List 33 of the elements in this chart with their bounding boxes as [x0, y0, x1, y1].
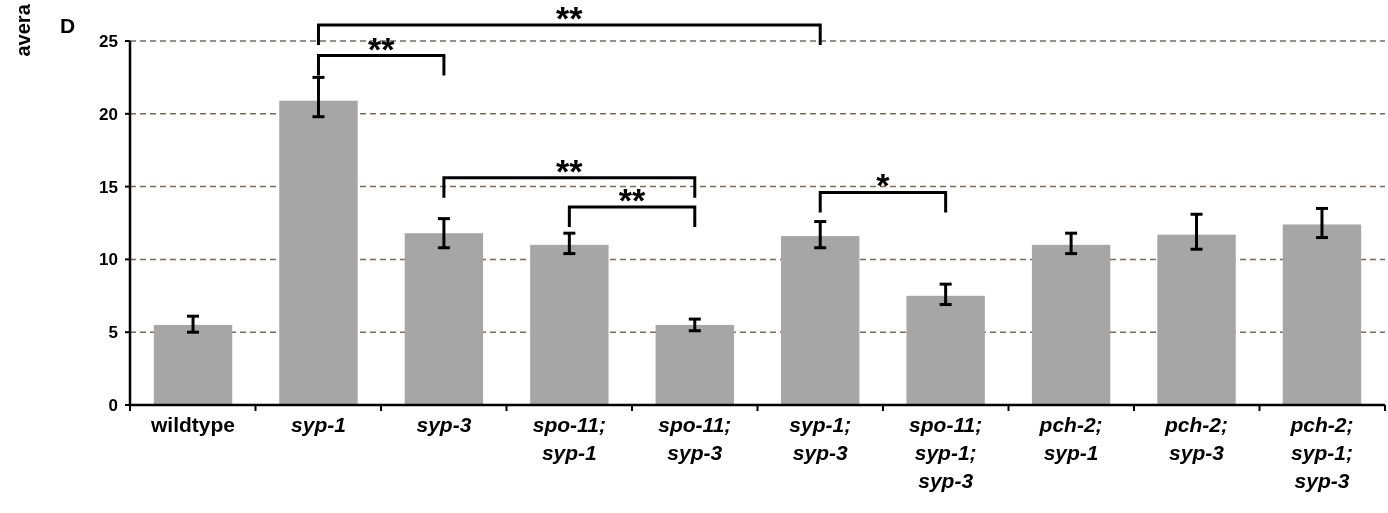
x-tick-label: spo-11; syp-3	[658, 413, 732, 464]
y-axis-title: avera	[12, 3, 34, 57]
bar	[153, 324, 233, 405]
x-tick-label: syp-1; syp-3	[789, 413, 852, 464]
y-tick-label: 5	[108, 323, 118, 343]
x-tick-label: spo-11; syp-1; syp-3	[909, 413, 983, 492]
text: **	[556, 0, 584, 37]
y-tick-label: 10	[99, 250, 118, 270]
bar	[530, 244, 609, 405]
x-tick-label: pch-2; syp-1; syp-3	[1289, 413, 1354, 492]
x-tick-label: syp-3	[416, 413, 472, 436]
bar	[1282, 224, 1362, 405]
text: D	[60, 14, 76, 37]
bar	[655, 324, 734, 405]
annotation: *	[876, 166, 891, 205]
bar	[404, 233, 484, 405]
bar	[906, 295, 985, 405]
y-tick-label: 15	[99, 177, 118, 197]
y-tick-label: 25	[99, 31, 118, 51]
x-tick-label: wildtype	[150, 413, 236, 436]
bar	[1031, 244, 1111, 405]
y-tick-label: 20	[99, 104, 118, 124]
y-tick-label: 0	[108, 395, 118, 415]
bar	[1157, 234, 1236, 405]
annotation: **	[556, 151, 584, 190]
annotation: **	[367, 29, 396, 68]
x-tick-label: syp-1	[291, 413, 346, 436]
annotation: **	[618, 180, 647, 219]
bar	[279, 100, 358, 405]
bar	[781, 236, 860, 405]
x-tick-label: spo-11; syp-1	[532, 413, 606, 464]
x-tick-label: pch-2; syp-3	[1164, 413, 1229, 464]
x-tick-label: pch-2; syp-1	[1038, 413, 1103, 464]
